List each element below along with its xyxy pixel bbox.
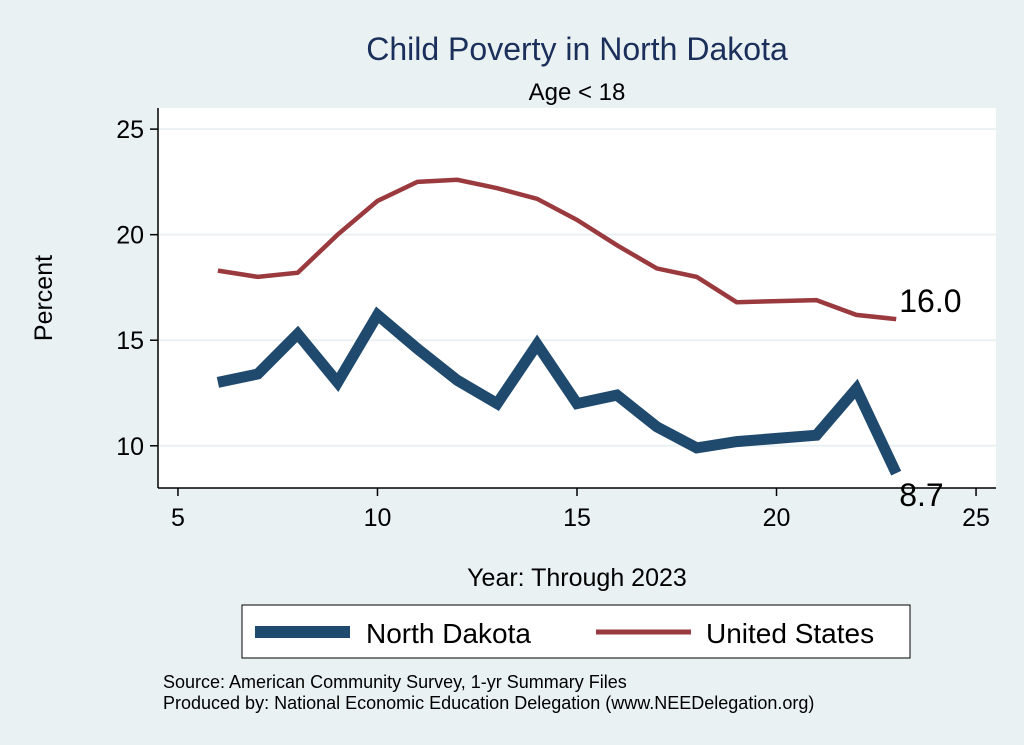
- legend-label-united-states: United States: [706, 618, 874, 649]
- y-axis-title: Percent: [30, 255, 58, 341]
- legend-box: [241, 604, 911, 659]
- x-tick-label: 10: [364, 504, 392, 532]
- x-axis-title: Year: Through 2023: [467, 564, 687, 592]
- tick-layer: 10 15 20 25 5 10 15 20 25: [116, 116, 990, 532]
- y-tick-label: 10: [116, 433, 144, 461]
- end-label-north-dakota: 8.7: [899, 477, 943, 513]
- chart-subtitle: Age < 18: [529, 79, 626, 106]
- x-tick-label: 25: [962, 504, 990, 532]
- source-note: Source: American Community Survey, 1-yr …: [163, 672, 627, 692]
- series-line-united-states: [217, 177, 897, 322]
- y-tick-label: 20: [116, 222, 144, 250]
- x-tick-label: 5: [171, 504, 185, 532]
- legend-label-north-dakota: North Dakota: [366, 618, 531, 649]
- end-label-united-states: 16.0: [899, 283, 961, 319]
- producer-note: Produced by: National Economic Education…: [163, 693, 814, 713]
- series-line-north-dakota: [216, 306, 902, 476]
- legend: North Dakota United States: [241, 604, 911, 659]
- series-layer: [216, 177, 902, 476]
- x-tick-label: 15: [563, 504, 591, 532]
- plot-area: [158, 108, 996, 488]
- y-tick-label: 25: [116, 116, 144, 144]
- y-tick-label: 15: [116, 327, 144, 355]
- chart-title: Child Poverty in North Dakota: [366, 31, 788, 67]
- x-tick-label: 20: [763, 504, 791, 532]
- end-label-layer: 8.7 16.0: [899, 283, 961, 513]
